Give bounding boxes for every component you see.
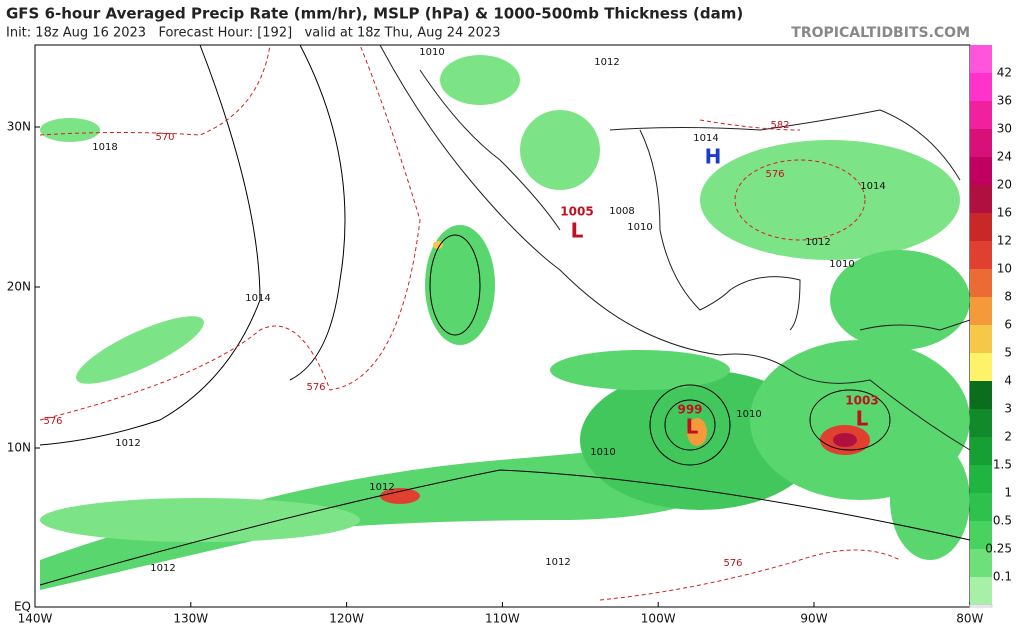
- colorbar-label: 20: [997, 178, 1012, 192]
- contour-label: 1012: [115, 438, 140, 449]
- contour-label: 1012: [545, 557, 570, 568]
- colorbar-label: 0.1: [993, 570, 1012, 584]
- lon-label: 100W: [641, 612, 676, 626]
- lat-label: 10N: [7, 441, 31, 455]
- colorbar-cell: [970, 157, 992, 185]
- colorbar-cell: [970, 521, 992, 549]
- subtitle: Init: 18z Aug 16 2023 Forecast Hour: [19…: [6, 26, 500, 41]
- colorbar-cell: [970, 101, 992, 129]
- pressure-center: L: [856, 407, 869, 431]
- contour-label: 570: [155, 132, 174, 143]
- contour-label: 1012: [369, 482, 394, 493]
- colorbar-cell: [970, 129, 992, 157]
- credit: TROPICALTIDBITS.COM: [791, 25, 970, 41]
- colorbar-cell: [970, 185, 992, 213]
- colorbar-label: 36: [997, 94, 1012, 108]
- colorbar-label: 30: [997, 122, 1012, 136]
- colorbar-label: 42: [997, 66, 1012, 80]
- coastlines: [379, 44, 971, 451]
- contour-label: 1010: [736, 409, 761, 420]
- contour-label: 1014: [860, 181, 885, 192]
- colorbar-cell: [970, 409, 992, 437]
- contour-label: 576: [723, 558, 742, 569]
- contour-label: 576: [306, 382, 325, 393]
- colorbar-cell: [970, 213, 992, 241]
- contour-label: 1010: [829, 259, 854, 270]
- contour-label: 1008: [609, 206, 634, 217]
- lon-label: 130W: [173, 612, 208, 626]
- contour-label: 1014: [245, 293, 270, 304]
- colorbar-cell: [970, 269, 992, 297]
- contour-label: 1012: [805, 237, 830, 248]
- colorbar-cell: [970, 437, 992, 465]
- lon-label: 120W: [329, 612, 364, 626]
- colorbar-cell: [970, 465, 992, 493]
- colorbar-label: 1.5: [993, 458, 1012, 472]
- precip: [40, 55, 970, 590]
- map: [34, 44, 971, 608]
- contour-label: 1010: [590, 447, 615, 458]
- lat-label: EQ: [14, 600, 31, 614]
- colorbar-cell: [970, 241, 992, 269]
- colorbar-cell: [970, 45, 992, 73]
- contour-label: 1010: [419, 47, 444, 58]
- colorbar-cell: [970, 73, 992, 101]
- lon-label: 90W: [800, 612, 827, 626]
- colorbar-label: 24: [997, 150, 1012, 164]
- contour-label: 1003: [845, 394, 878, 408]
- colorbar-cell: [970, 381, 992, 409]
- colorbar: 42 36 30 24 20 16 12 10 8 6 5 4 3 2 1.5 1 0.5 0.25 0.1: [969, 45, 1012, 608]
- contour-label: 1012: [594, 57, 619, 68]
- contour-label: 1018: [92, 142, 117, 153]
- colorbar-label: 4: [1004, 374, 1012, 388]
- colorbar-label: 10: [997, 262, 1012, 276]
- colorbar-cell: [970, 577, 992, 605]
- colorbar-label: 2: [1004, 430, 1012, 444]
- colorbar-label: 3: [1004, 402, 1012, 416]
- lat-label: 30N: [7, 120, 31, 134]
- contour-label: 1012: [150, 563, 175, 574]
- pressure-center: L: [571, 219, 584, 243]
- contour-label: 582: [770, 120, 789, 131]
- colorbar-label: 0.5: [993, 514, 1012, 528]
- colorbar-cell: [970, 353, 992, 381]
- colorbar-label: 6: [1004, 318, 1012, 332]
- lon-label: 110W: [485, 612, 520, 626]
- colorbar-label: 0.25: [985, 542, 1012, 556]
- contour-label: 999: [677, 403, 702, 417]
- contour-label: 1005: [560, 205, 593, 219]
- isobars: [39, 44, 971, 586]
- contour-label: 1014: [693, 133, 718, 144]
- lon-label: 80W: [956, 612, 983, 626]
- contour-label: 1010: [627, 222, 652, 233]
- thickness: [39, 44, 901, 601]
- pressure-center: H: [705, 145, 722, 169]
- contour-label: 576: [765, 169, 784, 180]
- lat-label: 20N: [7, 280, 31, 294]
- colorbar-cell: [970, 297, 992, 325]
- colorbar-label: 12: [997, 234, 1012, 248]
- colorbar-cell: [970, 549, 992, 577]
- contour-label: 576: [43, 416, 62, 427]
- title: GFS 6-hour Averaged Precip Rate (mm/hr),…: [6, 5, 743, 23]
- lon-label: 140W: [18, 612, 53, 626]
- colorbar-label: 16: [997, 206, 1012, 220]
- colorbar-label: 8: [1004, 290, 1012, 304]
- pressure-center: L: [686, 415, 699, 439]
- colorbar-label: 1: [1004, 486, 1012, 500]
- colorbar-cell: [969, 604, 993, 608]
- colorbar-label: 5: [1004, 346, 1012, 360]
- colorbar-cell: [970, 325, 992, 353]
- colorbar-cell: [970, 493, 992, 521]
